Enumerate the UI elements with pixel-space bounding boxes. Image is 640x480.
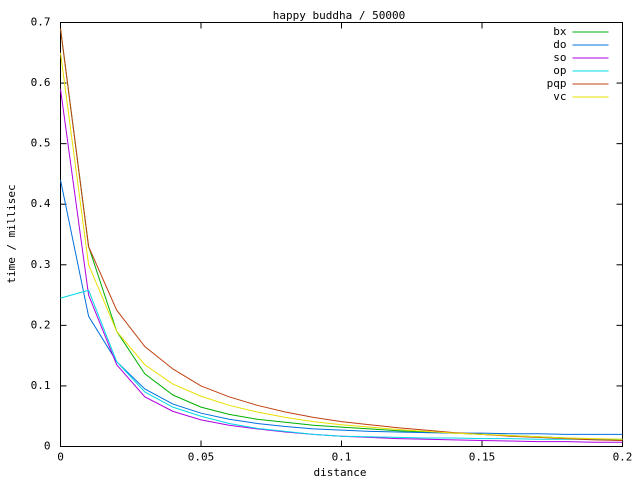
line-series [60, 28, 623, 441]
chart-title: happy buddha / 50000 [273, 9, 405, 22]
y-tick-label: 0.5 [31, 137, 51, 150]
x-axis-label: distance [314, 466, 367, 479]
y-tick-label: 0.7 [31, 16, 51, 29]
y-tick-label: 0.1 [31, 379, 51, 392]
line-series [60, 289, 623, 440]
legend-label: bx [553, 25, 567, 38]
y-tick-label: 0.2 [31, 318, 51, 331]
y-tick-label: 0.4 [31, 197, 51, 210]
y-tick-label: 0.6 [31, 76, 51, 89]
line-series [60, 52, 623, 440]
x-tick-label: 0 [57, 451, 64, 464]
legend-label: vc [553, 90, 566, 103]
y-axis-label: time / millisec [5, 184, 18, 283]
plot-frame [60, 22, 623, 447]
line-series [60, 28, 623, 441]
legend-label: op [553, 64, 566, 77]
x-tick-label: 0.05 [188, 451, 215, 464]
legend-label: do [553, 38, 566, 51]
legend-label: pqp [547, 77, 567, 90]
x-tick-label: 0.1 [332, 451, 352, 464]
x-tick-label: 0.2 [613, 451, 633, 464]
line-series [60, 179, 623, 435]
x-tick-label: 0.15 [469, 451, 496, 464]
y-tick-label: 0 [44, 440, 51, 453]
legend-label: so [553, 51, 566, 64]
y-tick-label: 0.3 [31, 258, 51, 271]
